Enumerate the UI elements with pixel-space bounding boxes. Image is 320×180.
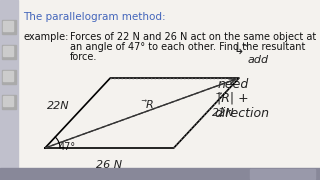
Text: example:: example: [23,32,68,42]
Bar [2,95,16,109]
Bar [3,96,13,106]
Bar [3,21,13,31]
Bar [2,45,16,59]
Text: Forces of 22 N and 26 N act on the same object at: Forces of 22 N and 26 N act on the same … [70,32,316,42]
Bar [0,168,320,180]
Text: add: add [248,55,269,65]
Text: an angle of 47° to each other. Find the resultant: an angle of 47° to each other. Find the … [70,42,305,52]
Text: |⃗R| +: |⃗R| + [218,92,250,105]
Text: ↳ ⃗: ↳ ⃗ [234,45,249,58]
Text: 22N: 22N [47,101,70,111]
Bar [2,20,16,34]
Bar [3,46,13,56]
Text: 26 N: 26 N [96,160,123,170]
Text: 47°: 47° [59,142,76,152]
Text: force.: force. [70,52,97,62]
Text: 22N: 22N [212,108,235,118]
Text: ⃗R: ⃗R [146,100,154,110]
Bar [250,169,315,179]
Bar [2,70,16,84]
Bar [0,0,18,180]
Text: direction: direction [214,107,269,120]
Text: need: need [218,78,249,91]
Text: The parallelogram method:: The parallelogram method: [23,12,166,22]
Bar [3,71,13,81]
